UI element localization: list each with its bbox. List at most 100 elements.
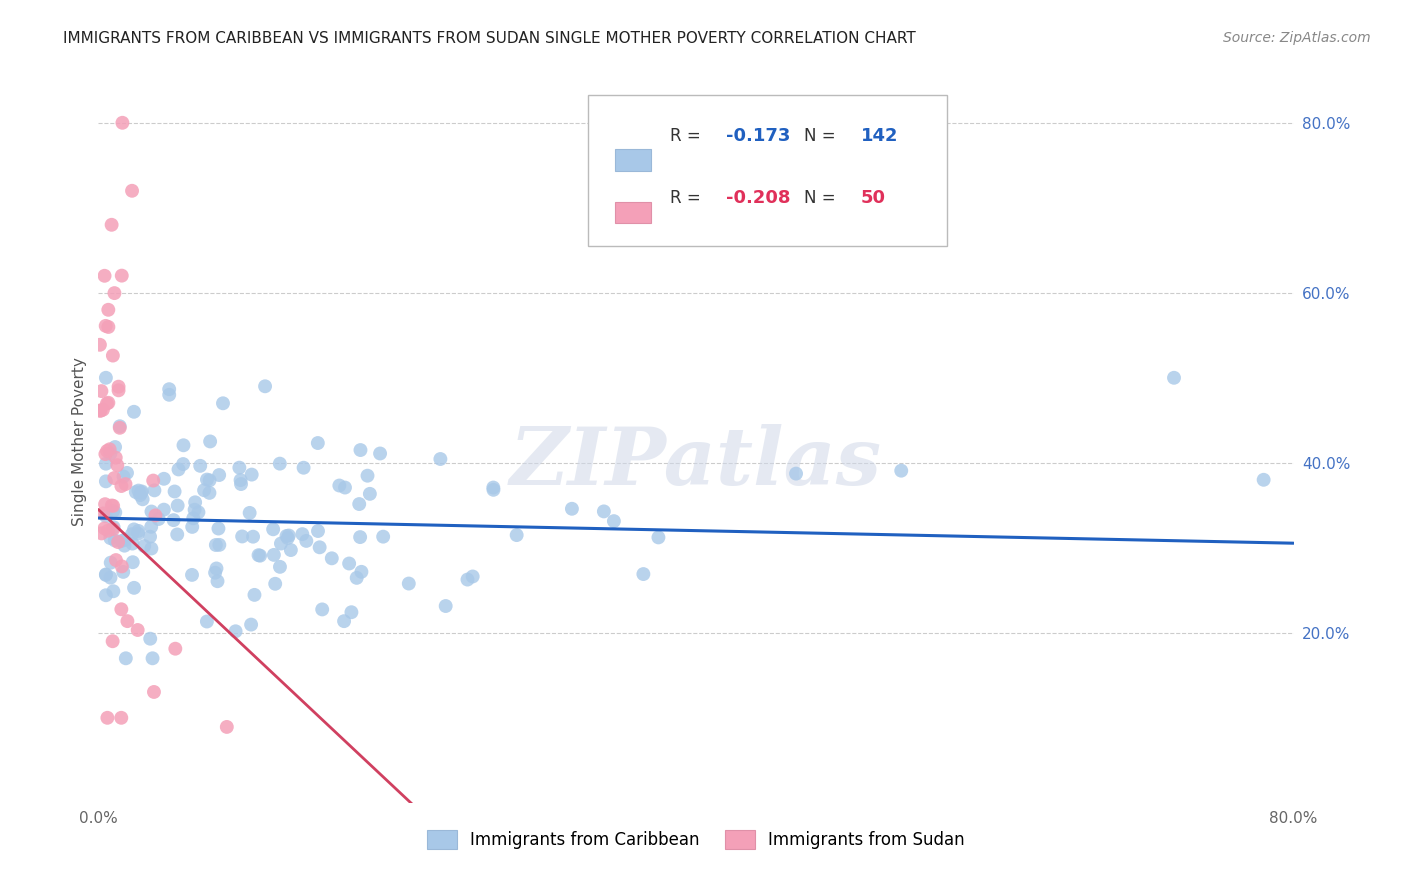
Point	[231, 529, 253, 543]
Point	[125, 485, 148, 500]
Point	[242, 530, 264, 544]
Point	[104, 505, 127, 519]
Point	[91, 402, 114, 417]
Point	[90, 384, 112, 398]
Text: ZIPatlas: ZIPatlas	[510, 425, 882, 502]
Point	[100, 218, 122, 232]
Point	[94, 447, 117, 461]
Point	[204, 566, 226, 580]
Point	[94, 371, 117, 385]
Point	[94, 475, 117, 489]
Point	[100, 571, 122, 585]
Point	[277, 528, 299, 542]
Point	[1163, 371, 1185, 385]
Point	[482, 483, 505, 497]
Point	[127, 526, 149, 541]
Point	[104, 533, 127, 548]
Point	[115, 466, 138, 480]
Point	[97, 302, 120, 317]
Point	[207, 574, 229, 589]
Point	[163, 484, 186, 499]
Point	[103, 584, 125, 599]
Point	[94, 497, 117, 511]
Point	[157, 388, 180, 402]
Point	[101, 499, 124, 513]
Point	[373, 530, 395, 544]
Point	[129, 485, 152, 500]
Point	[129, 488, 152, 502]
Point	[127, 524, 149, 538]
Point	[264, 576, 287, 591]
Point	[333, 481, 356, 495]
Point	[349, 443, 371, 458]
FancyBboxPatch shape	[589, 95, 948, 246]
Point	[603, 514, 626, 528]
Point	[184, 495, 207, 509]
Point	[307, 436, 329, 450]
Text: -0.208: -0.208	[725, 189, 790, 207]
Point	[141, 651, 163, 665]
Point	[145, 508, 167, 523]
Point	[101, 349, 124, 363]
Point	[208, 468, 231, 483]
Point	[121, 536, 143, 550]
Point	[107, 379, 129, 393]
Point	[181, 511, 204, 525]
Point	[349, 530, 371, 544]
Point	[107, 384, 129, 398]
Point	[111, 268, 134, 283]
Point	[205, 561, 228, 575]
Point	[181, 568, 204, 582]
Point	[89, 404, 111, 418]
Point	[461, 569, 484, 583]
Point	[110, 479, 132, 493]
Point	[111, 533, 134, 548]
Point	[167, 462, 190, 476]
Point	[243, 588, 266, 602]
Point	[337, 557, 360, 571]
Point	[165, 641, 187, 656]
Point	[592, 504, 614, 518]
Point	[105, 458, 128, 473]
Point	[429, 452, 451, 467]
Point	[134, 539, 156, 553]
Point	[103, 471, 125, 485]
Point	[107, 535, 129, 549]
Text: N =: N =	[804, 127, 841, 145]
Point	[94, 509, 117, 524]
Point	[291, 527, 314, 541]
Point	[311, 602, 333, 616]
Point	[101, 504, 124, 518]
Point	[647, 530, 669, 544]
Point	[225, 624, 247, 639]
Point	[187, 505, 209, 519]
Point	[205, 538, 228, 552]
Point	[295, 533, 318, 548]
Point	[94, 567, 117, 582]
Point	[94, 588, 117, 602]
Point	[97, 320, 120, 334]
Point	[269, 559, 291, 574]
Point	[276, 529, 298, 543]
Point	[340, 605, 363, 619]
Point	[131, 484, 153, 499]
Point	[153, 502, 176, 516]
Point	[148, 512, 170, 526]
Point	[195, 615, 218, 629]
Point	[333, 614, 356, 628]
Point	[183, 502, 205, 516]
Point	[96, 444, 118, 458]
Point	[103, 286, 125, 301]
Point	[240, 467, 263, 482]
Point	[110, 602, 132, 616]
Point	[193, 483, 215, 498]
Point	[94, 457, 117, 471]
Point	[157, 382, 180, 396]
Text: Source: ZipAtlas.com: Source: ZipAtlas.com	[1223, 31, 1371, 45]
Point	[101, 634, 124, 648]
Point	[104, 553, 127, 567]
Point	[104, 450, 127, 465]
Point	[198, 473, 221, 487]
Point	[254, 379, 277, 393]
Point	[434, 599, 457, 613]
